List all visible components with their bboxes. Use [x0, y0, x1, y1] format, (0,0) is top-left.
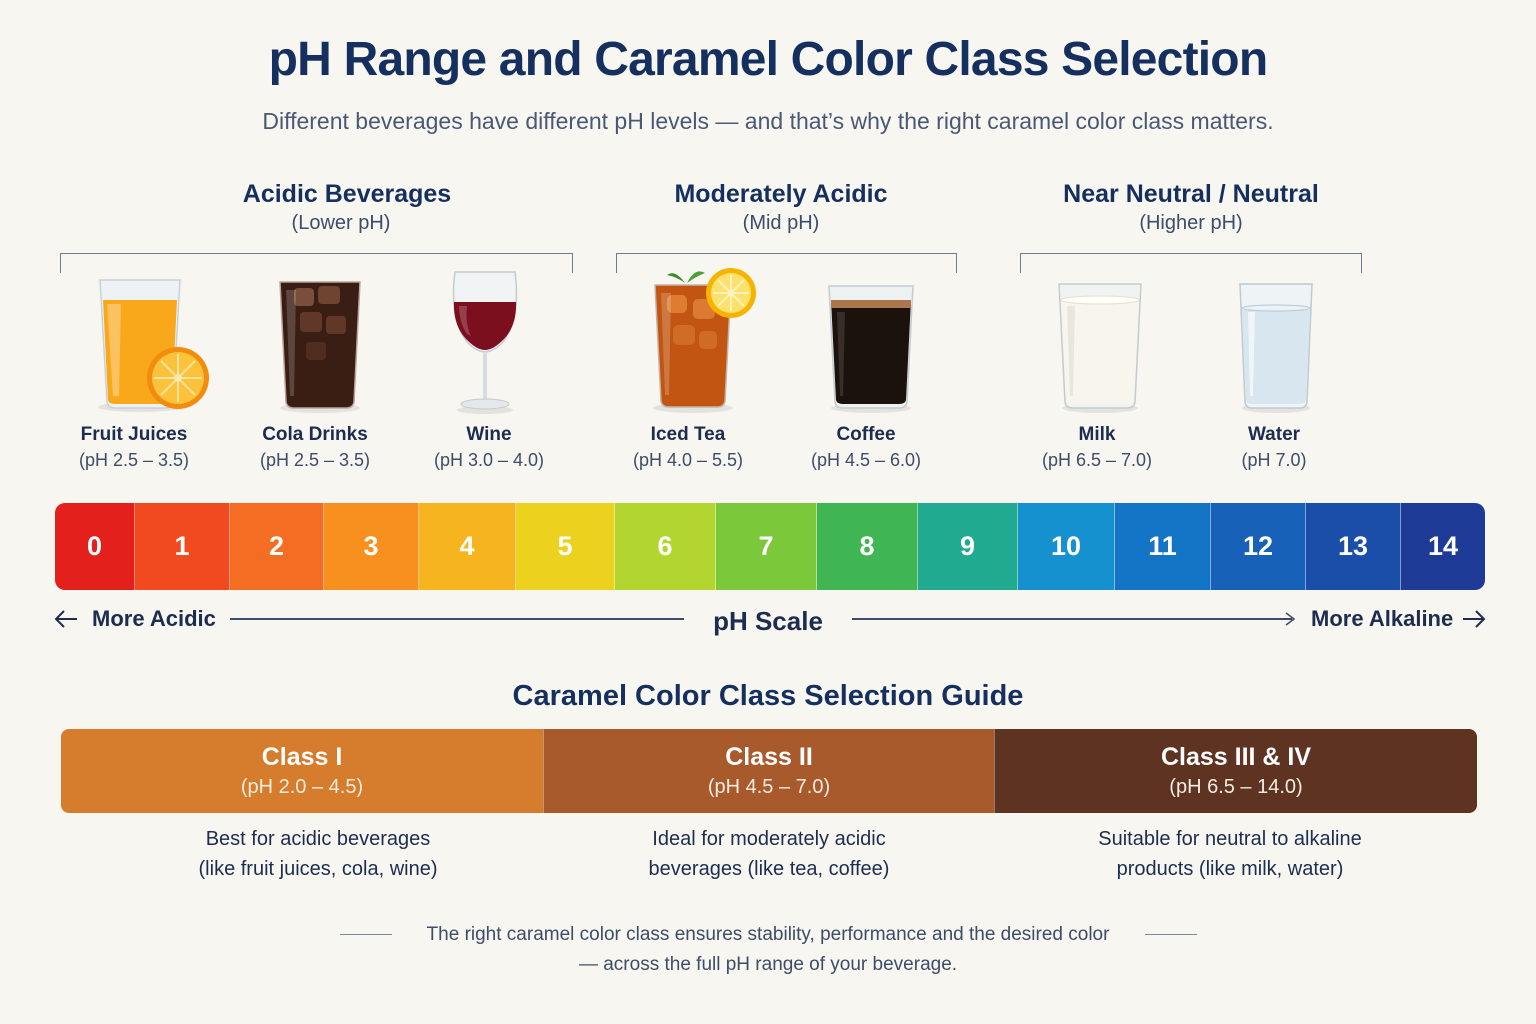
class-2-desc-line2: beverages (like tea, coffee): [648, 858, 890, 880]
class-3-4-range: (pH 6.5 – 14.0): [1169, 776, 1303, 798]
footer-line-1: The right caramel color class ensures st…: [426, 924, 1110, 945]
wine-glass-icon: [452, 271, 518, 414]
ph-cell-0: 0: [55, 503, 135, 590]
ph-cell-4: 4: [419, 503, 516, 590]
ph-cell-12: 12: [1211, 503, 1306, 590]
class-3-4-name: Class III & IV: [1160, 743, 1312, 771]
group-title-acidic: Acidic Beverages: [242, 180, 452, 208]
beverage-ph-coffee: (pH 4.5 – 6.0): [810, 450, 922, 470]
coffee-glass-icon: [828, 285, 914, 413]
beverage-name-milk: Milk: [1078, 424, 1116, 445]
class-3-4-desc-line2: products (like milk, water): [1116, 858, 1344, 880]
class-1-name: Class I: [261, 743, 343, 771]
more-acidic-label: More Acidic: [92, 606, 216, 631]
ph-cell-2: 2: [230, 503, 324, 590]
ph-cell-13: 13: [1306, 503, 1401, 590]
ph-cell-14: 14: [1401, 503, 1485, 590]
axis-line-right: [852, 618, 1292, 620]
beverage-name-coffee: Coffee: [836, 424, 896, 445]
class-2-name: Class II: [725, 743, 813, 771]
bracket-moderate: [616, 253, 957, 273]
group-sub-moderate: (Mid pH): [742, 212, 820, 234]
ph-cell-1: 1: [135, 503, 230, 590]
footer-divider-right: [1145, 934, 1197, 935]
orange-juice-glass-icon: [98, 279, 209, 412]
arrow-right-tip-icon: [1285, 612, 1296, 626]
ph-cell-10: 10: [1018, 503, 1115, 590]
page-title: pH Range and Caramel Color Class Selecti…: [268, 33, 1268, 86]
class-1-range: (pH 2.0 – 4.5): [240, 776, 364, 798]
beverage-ph-wine: (pH 3.0 – 4.0): [433, 450, 545, 470]
ph-cell-3: 3: [324, 503, 419, 590]
ph-cell-7: 7: [716, 503, 817, 590]
ph-cell-11: 11: [1115, 503, 1211, 590]
group-title-moderate: Moderately Acidic: [674, 180, 888, 208]
guide-title: Caramel Color Class Selection Guide: [512, 680, 1024, 712]
ph-scale-bar: 0 1 2 3 4 5 6 7 8 9 10 11 12 13 14: [55, 503, 1485, 590]
class-1-description: Best for acidic beverages (like fruit ju…: [83, 824, 553, 884]
class-2-range: (pH 4.5 – 7.0): [707, 776, 831, 798]
ph-cell-5: 5: [516, 503, 615, 590]
ph-cell-9: 9: [918, 503, 1018, 590]
iced-tea-glass-icon: [653, 268, 756, 413]
class-2-description: Ideal for moderately acidic beverages (l…: [534, 824, 1004, 884]
class-1-desc-line2: (like fruit juices, cola, wine): [198, 858, 438, 880]
milk-glass-icon: [1058, 283, 1142, 413]
beverage-ph-fruit-juices: (pH 2.5 – 3.5): [78, 450, 190, 470]
beverage-name-wine: Wine: [466, 424, 512, 445]
bracket-acidic: [60, 253, 573, 273]
group-sub-acidic: (Lower pH): [291, 212, 391, 234]
beverage-ph-water: (pH 7.0): [1241, 450, 1307, 470]
class-1-box: Class I (pH 2.0 – 4.5): [61, 729, 543, 813]
footer-divider-left: [340, 934, 392, 935]
class-3-4-box: Class III & IV (pH 6.5 – 14.0): [994, 729, 1477, 813]
class-2-desc-line1: Ideal for moderately acidic: [652, 828, 886, 850]
beverage-name-water: Water: [1247, 424, 1301, 445]
beverage-ph-milk: (pH 6.5 – 7.0): [1041, 450, 1153, 470]
beverage-name-iced-tea: Iced Tea: [650, 424, 726, 445]
group-sub-neutral: (Higher pH): [1139, 212, 1243, 234]
class-3-4-desc-line1: Suitable for neutral to alkaline: [1098, 828, 1362, 850]
beverage-name-fruit-juices: Fruit Juices: [80, 424, 188, 445]
more-alkaline-label: More Alkaline: [1311, 606, 1454, 631]
footer-note: The right caramel color class ensures st…: [400, 920, 1136, 980]
class-3-4-description: Suitable for neutral to alkaline product…: [995, 824, 1465, 884]
class-2-box: Class II (pH 4.5 – 7.0): [543, 729, 994, 813]
cola-glass-icon: [279, 281, 361, 413]
class-1-desc-line1: Best for acidic beverages: [205, 828, 431, 850]
beverage-ph-iced-tea: (pH 4.0 – 5.5): [632, 450, 744, 470]
page-subtitle: Different beverages have different pH le…: [262, 108, 1274, 134]
arrow-right-icon: [1463, 610, 1486, 628]
ph-cell-8: 8: [817, 503, 918, 590]
arrow-left-icon: [54, 610, 77, 628]
ph-scale-label: pH Scale: [713, 606, 823, 636]
class-bar: Class I (pH 2.0 – 4.5) Class II (pH 4.5 …: [61, 729, 1477, 813]
beverage-name-cola: Cola Drinks: [262, 424, 368, 445]
bracket-neutral: [1020, 253, 1362, 273]
group-title-neutral: Near Neutral / Neutral: [1063, 180, 1319, 208]
footer-line-2: — across the full pH range of your bever…: [578, 954, 958, 975]
axis-line-left: [230, 618, 684, 620]
water-glass-icon: [1239, 283, 1313, 413]
ph-cell-6: 6: [615, 503, 716, 590]
beverage-ph-cola: (pH 2.5 – 3.5): [259, 450, 371, 470]
